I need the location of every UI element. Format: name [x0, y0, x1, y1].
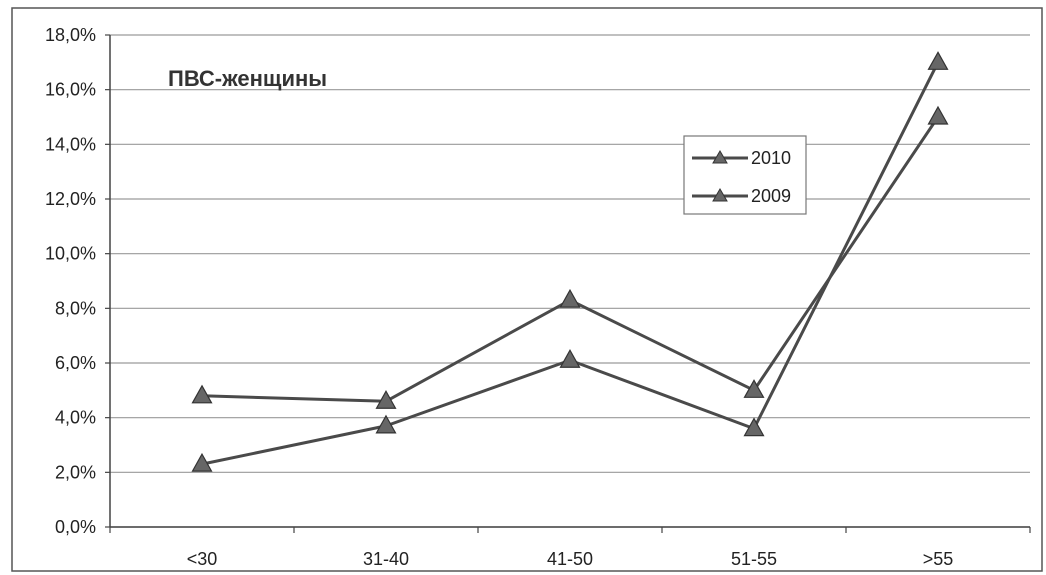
y-tick-label: 8,0% [55, 298, 96, 318]
marker-2010-1 [375, 414, 397, 434]
legend: 2010 2009 [683, 135, 807, 215]
marker-2010-2 [559, 349, 581, 368]
y-tick-label: 10,0% [45, 244, 96, 264]
y-tick-label: 2,0% [55, 462, 96, 482]
y-tick-label: 6,0% [55, 353, 96, 373]
legend-marker-2010 [712, 150, 728, 164]
chart-title: ПВС-женщины [168, 66, 327, 91]
axes [105, 34, 1031, 533]
x-tick-label: <30 [187, 549, 218, 569]
marker-2009-3 [743, 379, 765, 398]
marker-2009-1 [375, 390, 397, 409]
grid-lines [110, 34, 1030, 528]
series-markers [191, 51, 949, 472]
y-tick-label: 0,0% [55, 517, 96, 537]
legend-item-2010: 2010 [692, 148, 791, 168]
x-tick-labels: <30 31-40 41-50 51-55 >55 [187, 549, 954, 569]
y-tick-label: 14,0% [45, 134, 96, 154]
marker-2010-3 [743, 417, 765, 437]
x-tick-label: 41-50 [547, 549, 593, 569]
x-tick-label: 31-40 [363, 549, 409, 569]
y-tick-label: 4,0% [55, 408, 96, 428]
y-tick-labels: 0,0% 2,0% 4,0% 6,0% 8,0% 10,0% 12,0% 14,0% 16,0%… [45, 25, 96, 537]
marker-2010-0 [191, 452, 213, 472]
marker-2009-4 [927, 105, 949, 125]
y-tick-label: 18,0% [45, 25, 96, 45]
chart-frame [11, 7, 1043, 572]
legend-label-2010: 2010 [751, 148, 791, 168]
marker-2009-0 [191, 384, 213, 404]
marker-2010-4 [927, 51, 949, 70]
legend-box [683, 135, 807, 215]
marker-2009-2 [559, 288, 581, 308]
x-tick-label: >55 [923, 549, 954, 569]
legend-label-2009: 2009 [751, 186, 791, 206]
legend-item-2009: 2009 [692, 186, 791, 206]
series-lines [201, 61, 940, 466]
series-line-2010 [201, 61, 940, 466]
y-tick-label: 12,0% [45, 189, 96, 209]
y-tick-label: 16,0% [45, 80, 96, 100]
legend-marker-2009 [712, 188, 728, 202]
x-tick-label: 51-55 [731, 549, 777, 569]
